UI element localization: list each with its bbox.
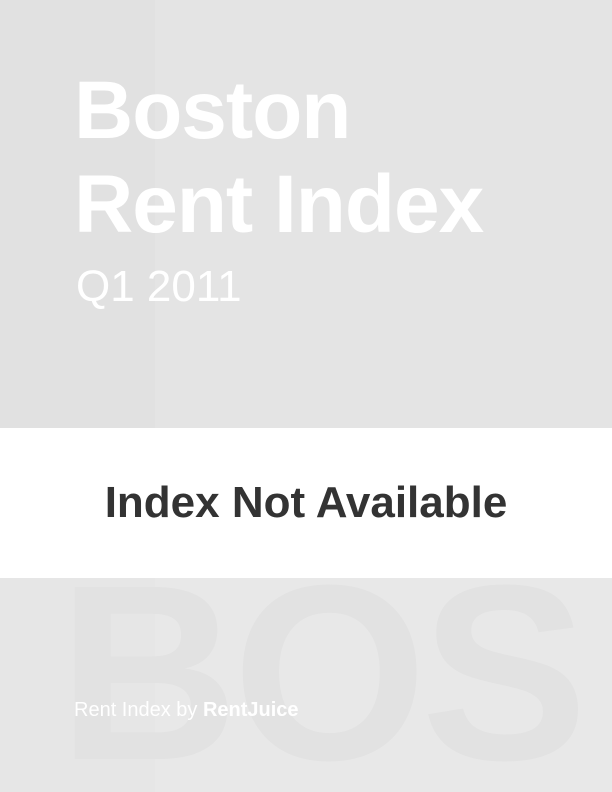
notice-text: Index Not Available: [104, 478, 508, 527]
cover-top-panel: Boston Rent Index Q1 2011: [0, 0, 485, 428]
cover-left-strip: [0, 0, 155, 428]
cover-bottom-panel: BOS: [0, 578, 612, 792]
notice-band: Index Not Available: [0, 428, 612, 578]
footer-credit: Rent Index by RentJuice: [74, 698, 299, 722]
cover-title-line-2: Rent Index: [74, 159, 484, 250]
cover-period: Q1 2011: [76, 262, 242, 311]
watermark-text: BOS: [58, 578, 588, 792]
cover-title-line-1: Boston: [74, 65, 351, 156]
footer-brand: RentJuice: [202, 699, 299, 721]
footer-prefix: Rent Index by: [74, 699, 203, 721]
cover-title: Boston Rent Index: [74, 64, 484, 252]
cover-left-strip-bottom: [0, 578, 155, 792]
